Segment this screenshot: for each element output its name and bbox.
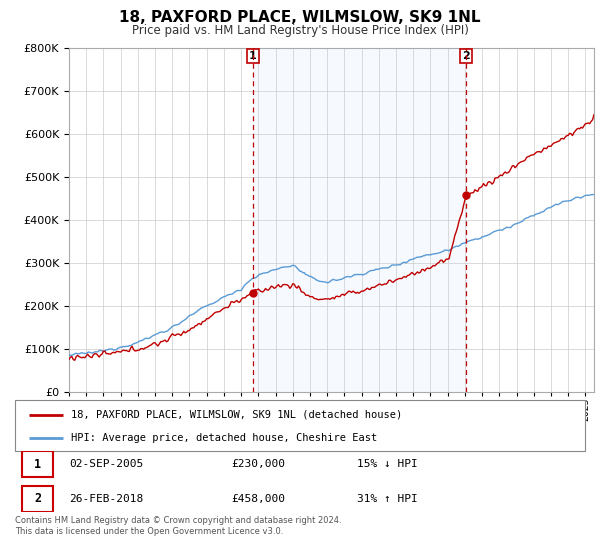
Text: 2: 2: [34, 492, 41, 505]
Text: 18, PAXFORD PLACE, WILMSLOW, SK9 1NL (detached house): 18, PAXFORD PLACE, WILMSLOW, SK9 1NL (de…: [71, 409, 402, 419]
Text: Price paid vs. HM Land Registry's House Price Index (HPI): Price paid vs. HM Land Registry's House …: [131, 24, 469, 36]
Text: 2: 2: [463, 51, 470, 61]
Text: HPI: Average price, detached house, Cheshire East: HPI: Average price, detached house, Ches…: [71, 433, 377, 443]
Bar: [22, 451, 53, 477]
Text: 15% ↓ HPI: 15% ↓ HPI: [357, 459, 418, 469]
Bar: [22, 486, 53, 512]
Text: £458,000: £458,000: [232, 494, 286, 504]
Bar: [253, 48, 466, 392]
Text: 1: 1: [249, 51, 256, 61]
Text: 18, PAXFORD PLACE, WILMSLOW, SK9 1NL: 18, PAXFORD PLACE, WILMSLOW, SK9 1NL: [119, 10, 481, 25]
Text: 1: 1: [34, 458, 41, 471]
Text: 02-SEP-2005: 02-SEP-2005: [69, 459, 143, 469]
Text: £230,000: £230,000: [232, 459, 286, 469]
Text: 26-FEB-2018: 26-FEB-2018: [69, 494, 143, 504]
Text: Contains HM Land Registry data © Crown copyright and database right 2024.
This d: Contains HM Land Registry data © Crown c…: [15, 516, 341, 536]
Text: 31% ↑ HPI: 31% ↑ HPI: [357, 494, 418, 504]
